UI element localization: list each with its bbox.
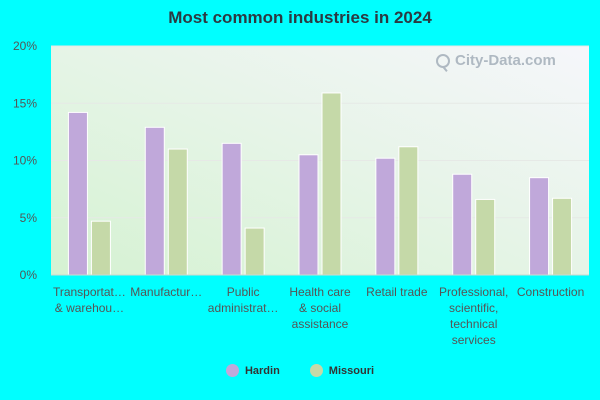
legend-swatch-hardin [225,364,239,377]
y-tick-label: 15% [13,96,37,110]
legend: Hardin Missouri [0,364,600,377]
legend-label-hardin: Hardin [244,364,280,377]
bar-missouri[interactable] [552,197,573,276]
x-tick-label: Professional, scientific, technical service… [439,285,508,347]
legend-item-missouri: Missouri [309,364,375,377]
bar-hardin[interactable] [529,177,550,276]
bar-missouri[interactable] [398,146,419,276]
legend-item-hardin: Hardin [225,364,280,377]
y-tick-label: 0% [20,268,38,282]
watermark: City-Data.com [436,52,556,69]
bar-missouri[interactable] [90,220,111,276]
bar-hardin[interactable] [298,154,319,276]
watermark-text: City-Data.com [455,52,556,69]
bar-hardin[interactable] [144,126,165,276]
bar-hardin[interactable] [452,173,473,276]
bar-missouri[interactable] [321,92,342,276]
y-tick-label: 10% [13,154,37,168]
bar-missouri[interactable] [244,227,265,276]
bar-missouri[interactable] [475,198,496,276]
x-tick-label: Transportat… & warehou… [53,285,126,315]
y-tick-label: 20% [13,39,37,53]
x-tick-label: Retail trade [366,285,428,299]
bar-hardin[interactable] [67,111,88,276]
x-tick-label: Manufactur… [130,285,202,299]
magnifier-icon [436,53,450,68]
legend-label-missouri: Missouri [328,364,375,377]
chart-title: Most common industries in 2024 [168,8,432,27]
bar-hardin[interactable] [221,142,242,276]
x-tick-label: Construction [517,285,584,299]
x-tick-label: Health care & social assistance [289,285,351,331]
y-tick-label: 5% [20,211,38,225]
x-tick-label: Public administrat… [208,285,279,315]
legend-swatch-missouri [309,364,323,377]
bar-missouri[interactable] [167,148,188,276]
bar-hardin[interactable] [375,157,396,276]
